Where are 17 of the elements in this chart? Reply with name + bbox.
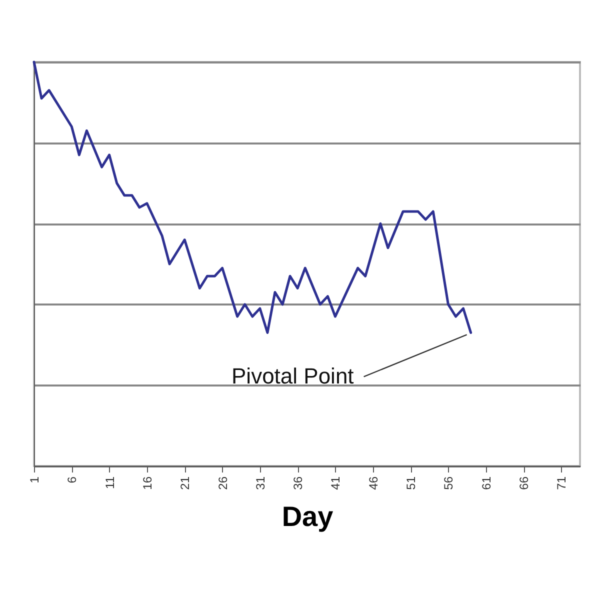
x-tick-label: 41 — [328, 476, 343, 490]
x-tick-label: 1 — [28, 476, 42, 484]
x-tick-label: 26 — [216, 476, 230, 490]
x-tick-label: 11 — [102, 476, 117, 489]
annotation: Pivotal Point — [232, 364, 354, 389]
x-tick-label: 31 — [253, 476, 268, 490]
x-tick-label: 36 — [291, 476, 306, 490]
x-tick-label: 66 — [517, 476, 532, 490]
x-axis-title: Day — [282, 500, 334, 532]
x-tick-label: 56 — [442, 476, 456, 490]
x-tick-label: 51 — [404, 476, 418, 490]
x-tick-label: 46 — [366, 476, 380, 490]
x-tick-label: 21 — [178, 476, 192, 490]
x-tick-label: 61 — [479, 476, 494, 490]
x-tick-label: 71 — [554, 476, 569, 490]
x-tick-label: 6 — [65, 476, 80, 484]
x-tick-label: 16 — [140, 476, 154, 490]
